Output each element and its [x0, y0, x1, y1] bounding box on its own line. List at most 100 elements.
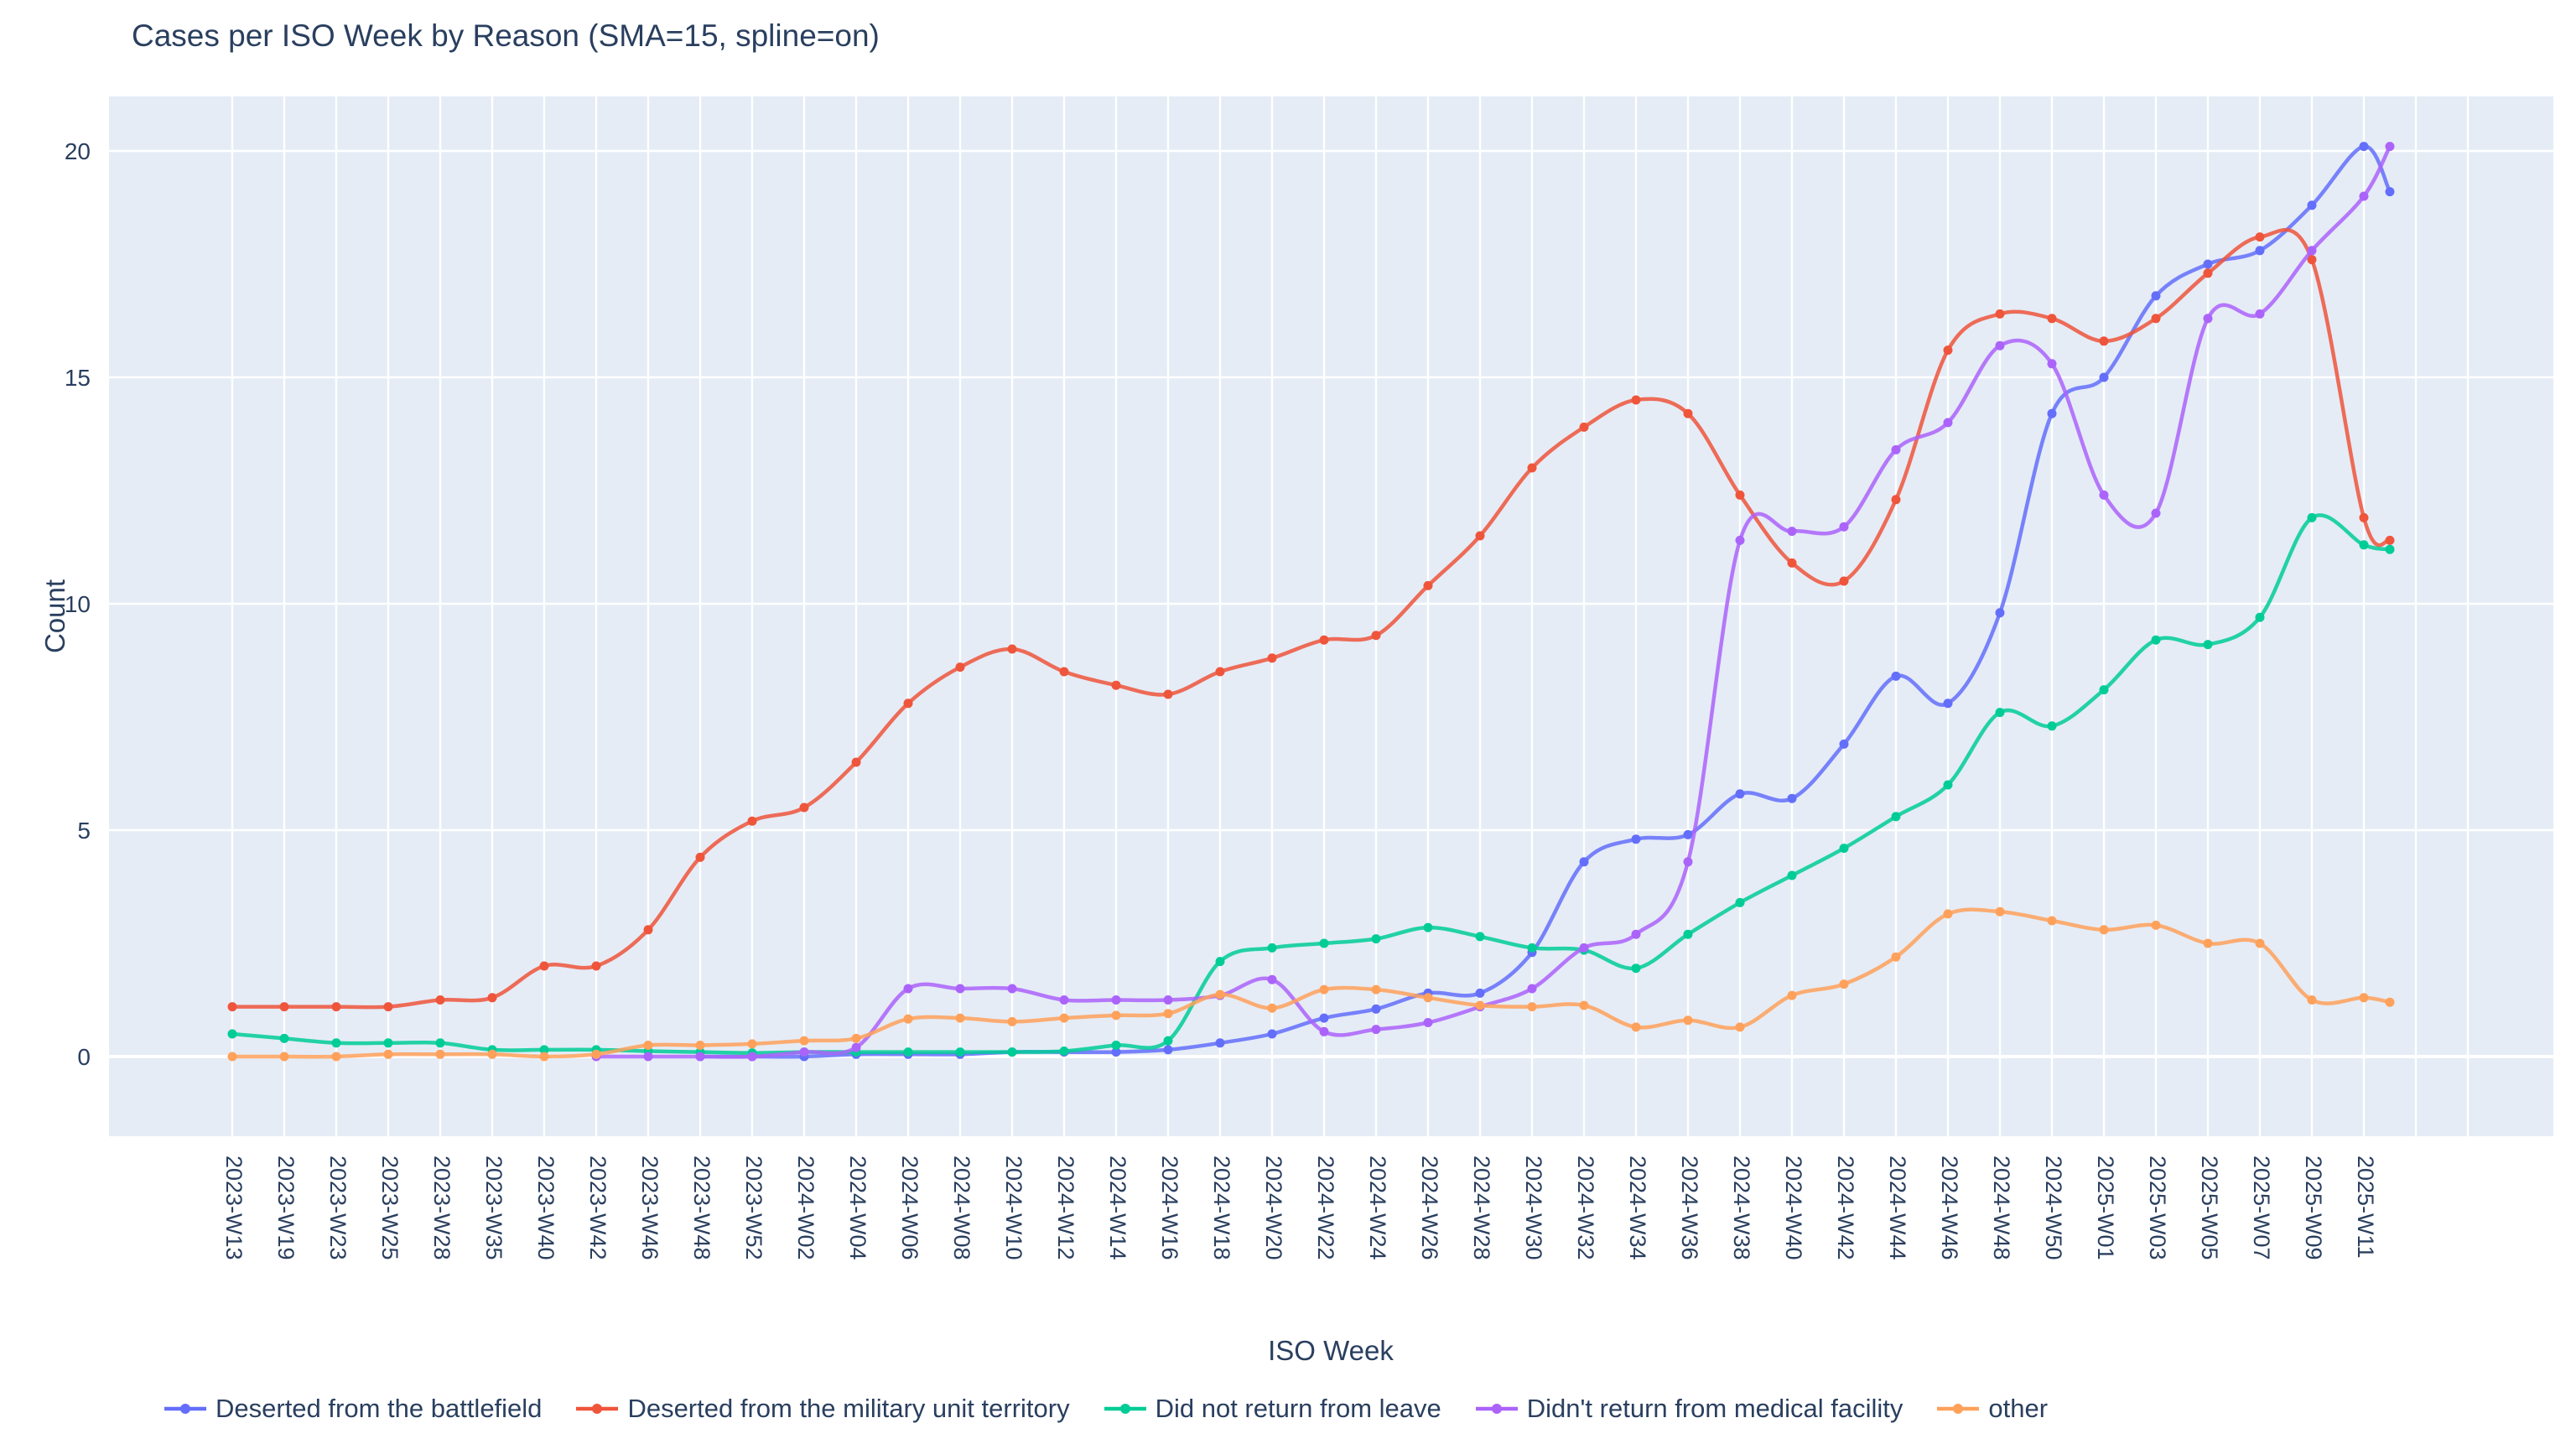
data-point-marker[interactable] [2099, 925, 2109, 935]
data-point-marker[interactable] [1891, 671, 1901, 681]
data-point-marker[interactable] [487, 993, 497, 1003]
data-point-marker[interactable] [1943, 909, 1953, 919]
data-point-marker[interactable] [1943, 418, 1953, 428]
data-point-marker[interactable] [1839, 739, 1849, 749]
data-point-marker[interactable] [851, 1042, 861, 1052]
data-point-marker[interactable] [695, 1052, 705, 1062]
data-point-marker[interactable] [2385, 544, 2395, 554]
data-point-marker[interactable] [1579, 857, 1589, 867]
legend-item-deserted-from-the-military-unit-territory[interactable]: Deserted from the military unit territor… [575, 1394, 1070, 1424]
data-point-marker[interactable] [1163, 1045, 1173, 1055]
data-point-marker[interactable] [1371, 1025, 1381, 1035]
data-point-marker[interactable] [1475, 531, 1485, 541]
data-point-marker[interactable] [747, 1039, 757, 1049]
data-point-marker[interactable] [2151, 314, 2161, 324]
data-point-marker[interactable] [799, 802, 809, 813]
data-point-marker[interactable] [747, 816, 757, 826]
data-point-marker[interactable] [643, 1052, 653, 1062]
data-point-marker[interactable] [279, 1052, 289, 1062]
data-point-marker[interactable] [1995, 608, 2005, 618]
data-point-marker[interactable] [955, 1013, 965, 1023]
data-point-marker[interactable] [903, 699, 913, 709]
data-point-marker[interactable] [1527, 943, 1537, 953]
data-point-marker[interactable] [955, 984, 965, 994]
data-point-marker[interactable] [1319, 984, 1329, 995]
data-point-marker[interactable] [1475, 1000, 1485, 1010]
data-point-marker[interactable] [1943, 699, 1953, 709]
data-point-marker[interactable] [1631, 834, 1641, 844]
data-point-marker[interactable] [1423, 993, 1433, 1003]
data-point-marker[interactable] [1319, 1013, 1329, 1023]
data-point-marker[interactable] [1839, 522, 1849, 532]
data-point-marker[interactable] [2307, 200, 2317, 210]
data-point-marker[interactable] [1995, 906, 2005, 917]
data-point-marker[interactable] [2359, 142, 2369, 152]
data-point-marker[interactable] [1943, 780, 1953, 790]
data-point-marker[interactable] [2359, 993, 2369, 1003]
data-point-marker[interactable] [2307, 255, 2317, 265]
legend-item-did-not-return-from-leave[interactable]: Did not return from leave [1104, 1394, 1441, 1424]
data-point-marker[interactable] [435, 1038, 445, 1048]
data-point-marker[interactable] [1475, 988, 1485, 998]
data-point-marker[interactable] [1787, 990, 1797, 1000]
data-point-marker[interactable] [2385, 997, 2395, 1007]
data-point-marker[interactable] [1111, 1041, 1121, 1050]
data-point-marker[interactable] [1787, 793, 1797, 803]
data-point-marker[interactable] [1423, 580, 1433, 590]
data-point-marker[interactable] [1891, 952, 1901, 962]
data-point-marker[interactable] [1839, 844, 1849, 854]
data-point-marker[interactable] [1163, 1036, 1173, 1046]
data-point-marker[interactable] [1579, 422, 1589, 432]
data-point-marker[interactable] [1267, 943, 1277, 953]
data-point-marker[interactable] [695, 852, 705, 862]
series-didn-t-return-from-medical-facility[interactable] [591, 142, 2395, 1062]
data-point-marker[interactable] [1267, 1003, 1277, 1013]
data-point-marker[interactable] [1735, 1022, 1745, 1032]
data-point-marker[interactable] [2099, 685, 2109, 695]
data-point-marker[interactable] [903, 1014, 913, 1024]
data-point-marker[interactable] [1579, 1000, 1589, 1010]
data-point-marker[interactable] [1527, 1002, 1537, 1012]
data-point-marker[interactable] [1995, 340, 2005, 351]
data-point-marker[interactable] [1787, 870, 1797, 880]
data-point-marker[interactable] [2151, 635, 2161, 645]
data-point-marker[interactable] [591, 1049, 601, 1059]
data-point-marker[interactable] [1215, 957, 1225, 967]
data-point-marker[interactable] [2151, 920, 2161, 930]
data-point-marker[interactable] [1111, 995, 1121, 1005]
data-point-marker[interactable] [331, 1038, 341, 1048]
data-point-marker[interactable] [487, 1049, 497, 1059]
data-point-marker[interactable] [2359, 540, 2369, 550]
data-point-marker[interactable] [1787, 527, 1797, 537]
data-point-marker[interactable] [1579, 943, 1589, 953]
data-point-marker[interactable] [1683, 1015, 1693, 1026]
data-point-marker[interactable] [1163, 689, 1173, 699]
data-point-marker[interactable] [1111, 1047, 1121, 1057]
data-point-marker[interactable] [2099, 336, 2109, 346]
data-point-marker[interactable] [1163, 1009, 1173, 1019]
data-point-marker[interactable] [1683, 408, 1693, 418]
data-point-marker[interactable] [435, 995, 445, 1005]
data-point-marker[interactable] [903, 984, 913, 994]
data-point-marker[interactable] [1371, 631, 1381, 641]
data-point-marker[interactable] [1683, 829, 1693, 839]
data-point-marker[interactable] [1007, 644, 1017, 654]
data-point-marker[interactable] [695, 1041, 705, 1050]
data-point-marker[interactable] [227, 1002, 237, 1012]
data-point-marker[interactable] [1059, 667, 1069, 677]
data-point-marker[interactable] [1839, 576, 1849, 586]
data-point-marker[interactable] [1527, 463, 1537, 473]
data-point-marker[interactable] [1319, 635, 1329, 645]
data-point-marker[interactable] [539, 1045, 549, 1055]
data-point-marker[interactable] [799, 1047, 809, 1057]
data-point-marker[interactable] [1683, 929, 1693, 939]
data-point-marker[interactable] [591, 961, 601, 971]
data-point-marker[interactable] [1267, 653, 1277, 663]
data-point-marker[interactable] [2047, 408, 2057, 418]
data-point-marker[interactable] [1891, 495, 1901, 505]
series-other[interactable] [227, 906, 2395, 1062]
data-point-marker[interactable] [851, 1033, 861, 1043]
data-point-marker[interactable] [2047, 359, 2057, 369]
legend-item-other[interactable]: other [1936, 1394, 2048, 1424]
